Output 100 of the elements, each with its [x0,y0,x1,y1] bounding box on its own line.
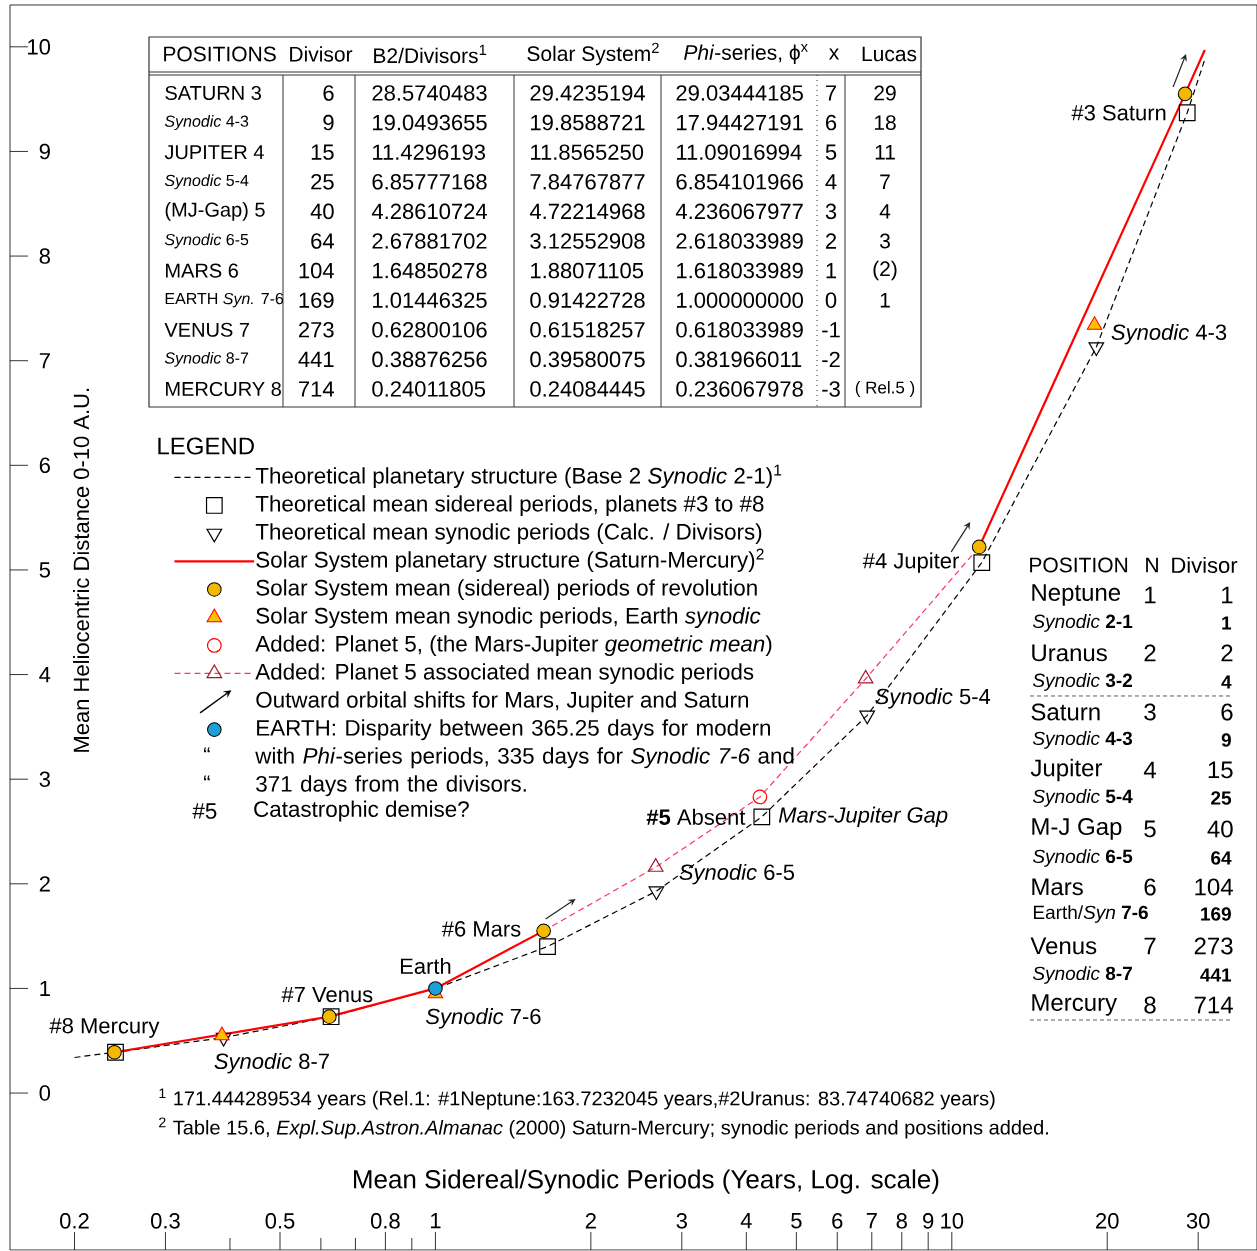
x-tick-label: 3 [676,1213,687,1229]
annotation: Synodic 4-3 [1111,323,1227,345]
annotation: 2.618033989 [676,233,803,249]
x-tick-label: 0.2 [60,1213,89,1229]
annotation: Phi-series, ϕ$^{x}$ [684,43,808,65]
annotation: 6.854101966 [676,174,803,190]
annotation: 0.618033989 [676,322,803,338]
annotation: 4.236067977 [675,203,803,220]
annotation: POSITION [1030,557,1128,573]
x-tick-label: 1 [430,1213,441,1229]
annotation: 11.8565250 [531,144,644,160]
annotation: 2.67881702 [372,233,487,249]
annotation: Solar System$^{2}$ [527,42,659,66]
y-tick-label: 3 [39,771,50,787]
annotation: 6 [1144,878,1156,896]
annotation: Synodic 6-5 [1032,849,1133,867]
x-tick-label: 20 [1096,1213,1119,1229]
annotation: $^{1}$ 171.444289534 years (Rel.1: #1Neptune:163.7232045 years,#2Uranus: 83.74740682 years) [159,1088,995,1110]
y-tick-label: 10 [28,39,51,55]
annotation: 6 [323,85,334,101]
annotation: 17.94427191 [677,114,803,131]
x-tick-label: 5 [791,1213,802,1229]
annotation: #5 [192,803,217,819]
annotation: Jupiter [1030,758,1103,782]
y-tick-label: 7 [39,353,50,369]
annotation: B2/Divisors$^{1}$ [374,44,487,64]
legend-label: Solar System mean synodic periods, Earth synodic [256,607,761,629]
annotation: “ [204,747,210,753]
legend-label: Solar System planetary structure (Saturn-Mercury)$^{2}$ [256,548,764,573]
annotation: #5 Absent [646,808,746,825]
annotation: 25 [1211,791,1232,805]
annotation: Synodic 5-4 [1032,789,1133,807]
annotation: $^{2}$ Table 15.6, Expl.Sup.Astron.Almanac (2000) Saturn-Mercury; synodic periods and positions added. [159,1117,1048,1139]
annotation: Uranus [1032,644,1107,662]
annotation: #7 Venus [281,986,373,1003]
annotation: Synodic 4-3 [1032,731,1133,749]
annotation: Mars [1032,878,1083,896]
annotation: Mercury [1032,994,1118,1016]
annotation: 104 [299,262,334,279]
y-tick-label: 0 [39,1085,51,1101]
annotation: Synodic 5-4 [875,688,991,709]
annotation: Divisor [290,46,353,62]
annotation: #4 Jupiter [862,552,959,573]
legend-label: Added: Planet 5, (the Mars-Jupiter geometric mean) [255,635,772,657]
annotation: -3 [822,381,840,397]
annotation: 40 [1207,820,1233,838]
annotation: 0.91422728 [530,292,645,308]
annotation: 40 [310,203,334,220]
annotation: #3 Saturn [1071,104,1166,121]
annotation: Earth/Syn 7-6 [1033,905,1148,923]
y-tick-label: 4 [39,667,51,683]
annotation: x [829,48,840,60]
annotation: 6 [826,114,837,131]
annotation: LEGEND [158,437,254,455]
annotation: 11.09016994 [677,144,802,160]
annotation: 4 [1221,675,1232,689]
annotation: Venus [1030,937,1097,955]
annotation: 0.62800106 [372,322,487,338]
annotation: N [1146,557,1158,573]
annotation: 19.0493655 [373,114,487,131]
x-tick-label: 0.5 [265,1213,295,1229]
y-tick-label: 6 [39,457,50,474]
annotation: 273 [1194,937,1233,955]
annotation: 169 [299,292,334,308]
annotation: (2) [873,260,897,281]
annotation: Synodic 6-5 [164,233,249,249]
legend-label: Solar System mean (sidereal) periods of revolution [256,579,757,601]
annotation: 2 [1221,644,1233,662]
annotation: 1.88071105 [531,262,644,279]
annotation: Catastrophic demise? [254,800,469,822]
annotation: 5 [1144,820,1156,838]
annotation: 4.72214968 [529,203,645,220]
x-tick-label: 8 [896,1213,907,1229]
annotation: 104 [1195,878,1233,896]
annotation: Synodic 2-1 [1032,614,1133,632]
annotation: Synodic 5-4 [164,174,249,190]
annotation: 28.5740483 [372,85,487,101]
annotation: 7 [1144,937,1156,955]
x-axis-title: Mean Sidereal/Synodic Periods (Years, Log. scale) [353,1169,939,1194]
annotation: 3 [1144,703,1156,721]
annotation: 9 [1221,733,1231,747]
annotation: Synodic 8-7 [1032,966,1132,984]
annotation: 4.28610724 [371,203,487,220]
annotation: 1.64850278 [373,262,487,279]
annotation: 1.618033989 [677,262,803,279]
x-tick-label: 2 [585,1213,596,1229]
annotation: 6 [1221,703,1233,721]
annotation: 18 [874,115,896,131]
x-tick-label: 7 [866,1213,877,1229]
annotation: 4 [1143,761,1156,779]
y-tick-label: 2 [39,876,50,892]
annotation: 19.8588721 [531,114,645,131]
y-axis-title: Mean Heliocentric Distance 0-10 A.U. [73,388,90,752]
annotation: 25 [311,174,334,190]
annotation: 8 [1144,996,1156,1014]
annotation: 29 [874,85,896,101]
annotation: 1 [1222,586,1233,604]
annotation: 441 [1200,968,1232,982]
annotation: 15 [1208,761,1233,779]
annotation: 1 [880,292,890,308]
